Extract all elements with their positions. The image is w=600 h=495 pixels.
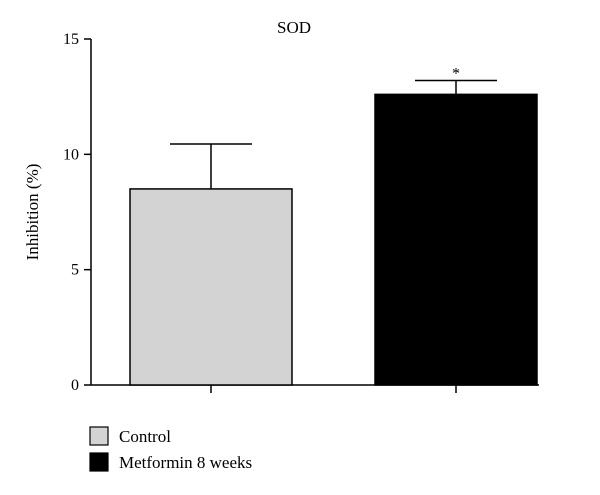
- significance-marker: *: [452, 66, 460, 83]
- legend: Control Metformin 8 weeks: [89, 426, 252, 472]
- y-tick-label: 5: [71, 262, 79, 279]
- y-axis-label: Inhibition (%): [23, 164, 42, 261]
- legend-swatch: [89, 426, 109, 446]
- legend-label: Metformin 8 weeks: [119, 453, 252, 472]
- bar: [129, 188, 293, 386]
- chart-title: SOD: [277, 18, 311, 37]
- legend-swatch: [89, 452, 109, 472]
- y-tick-label: 15: [63, 31, 79, 48]
- y-tick-label: 0: [71, 377, 79, 394]
- bars: *: [129, 66, 538, 393]
- legend-label: Control: [119, 427, 171, 446]
- y-tick-label: 10: [63, 146, 79, 163]
- bar: [374, 93, 538, 386]
- y-ticks: 0 5 10 15: [63, 31, 91, 394]
